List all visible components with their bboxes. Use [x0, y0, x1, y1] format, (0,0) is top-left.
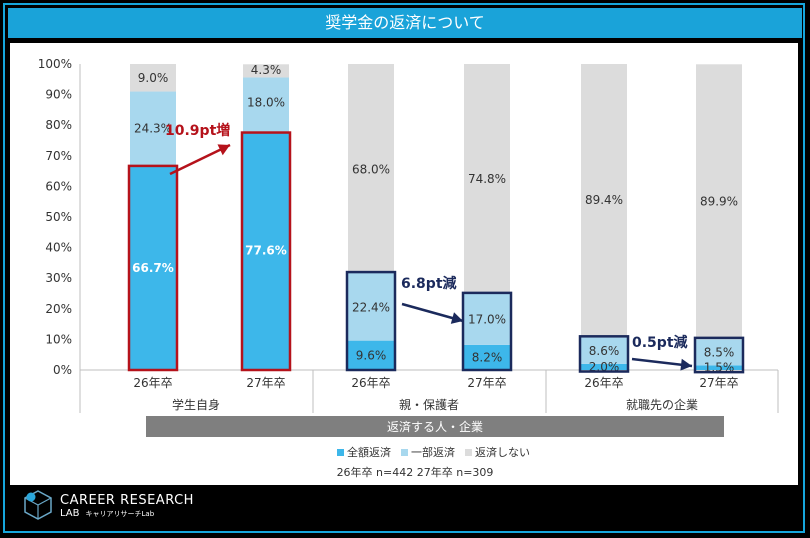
- bar-segment-1: [464, 344, 510, 370]
- group-label: 学生自身: [172, 397, 220, 412]
- x-tick-label: 27年卒: [467, 376, 506, 390]
- chart-panel: 0% 10% 20% 30% 40% 50% 60% 70% 80% 90% 100% 66.7% 77…: [10, 43, 798, 485]
- data-label: 24.3%: [134, 121, 172, 135]
- change-arrow-line: [169, 143, 231, 176]
- logo-lab: LAB: [60, 508, 80, 519]
- y-tick-label: 90%: [45, 88, 72, 102]
- page-title: 奨学金の返済について: [8, 8, 802, 38]
- bar-segment-3: [581, 64, 627, 338]
- sample-note: 26年卒 n=442 27年卒 n=309: [337, 465, 494, 479]
- x-tick-label: 26年卒: [584, 376, 623, 390]
- annotation-decrease: 0.5pt減: [632, 334, 688, 351]
- career-research-lab-logo: CAREER RESEARCH LAB キャリアリサーチLab: [22, 487, 212, 527]
- data-label: 77.6%: [245, 244, 287, 258]
- x-tick-label: 27年卒: [246, 376, 285, 390]
- data-label: 8.2%: [472, 350, 503, 364]
- data-label: 89.4%: [585, 193, 623, 207]
- highlight-outline: [578, 335, 630, 373]
- data-label: 8.5%: [704, 345, 735, 359]
- y-tick-label: 80%: [45, 118, 72, 132]
- data-label: 9.6%: [356, 348, 387, 362]
- x-tick-label: 27年卒: [699, 376, 738, 390]
- data-label: 4.3%: [251, 63, 282, 77]
- bar-segment-1: [581, 363, 627, 370]
- highlight-outline: [461, 291, 513, 372]
- bar-segment-2: [464, 292, 510, 345]
- legend-item: 一部返済: [411, 445, 455, 459]
- bar-segment-2: [581, 337, 627, 364]
- group-header: 返済する人・企業: [387, 419, 483, 434]
- legend-item: 返済しない: [475, 445, 530, 459]
- outer-frame: [3, 3, 805, 533]
- highlight-outline: [127, 164, 179, 372]
- y-tick-label: 60%: [45, 179, 72, 193]
- data-label: 89.9%: [700, 195, 738, 209]
- bar-segment-1: [243, 132, 289, 370]
- logo-name: CAREER RESEARCH: [60, 493, 194, 508]
- data-label: 18.0%: [247, 95, 285, 109]
- bar-segment-1: [348, 340, 394, 370]
- legend-swatch: [401, 449, 408, 456]
- logo-mark-icon: [24, 490, 52, 520]
- bar-segment-2: [243, 77, 289, 133]
- stacked-bar-chart: 0% 10% 20% 30% 40% 50% 60% 70% 80% 90% 100% 66.7% 77…: [38, 57, 779, 479]
- legend-swatch: [337, 449, 344, 456]
- highlight-outline: [240, 131, 292, 372]
- data-label: 8.6%: [589, 344, 620, 358]
- legend-swatch: [465, 449, 472, 456]
- data-label: 22.4%: [352, 300, 390, 314]
- bar-segment-3: [696, 64, 742, 340]
- bar-segment-3: [464, 64, 510, 293]
- y-tick-label: 0%: [53, 363, 72, 377]
- change-arrow-head: [450, 312, 463, 324]
- group-label: 親・保護者: [399, 397, 459, 412]
- data-label: 17.0%: [468, 313, 506, 327]
- change-arrow-head: [217, 144, 230, 156]
- y-tick-label: 100%: [38, 57, 72, 71]
- bar-segment-2: [696, 339, 742, 366]
- annotation-increase: 10.9pt増: [165, 122, 230, 139]
- highlight-outline: [345, 270, 397, 372]
- legend-item: 全額返済: [347, 445, 391, 459]
- logo-sub: LAB キャリアリサーチLab: [60, 508, 154, 519]
- logo-jp: キャリアリサーチLab: [85, 510, 155, 518]
- bar-segment-3: [243, 64, 289, 78]
- bar-segment-2: [130, 91, 176, 166]
- data-label: 66.7%: [132, 261, 174, 275]
- bar-segment-3: [348, 64, 394, 273]
- data-label: 74.8%: [468, 172, 506, 186]
- data-label: 68.0%: [352, 163, 390, 177]
- bar-segment-1: [130, 165, 176, 370]
- group-label: 就職先の企業: [626, 397, 698, 412]
- change-arrow-head: [680, 358, 692, 371]
- y-tick-label: 70%: [45, 149, 72, 163]
- bar-segment-1: [696, 365, 742, 370]
- x-tick-label: 26年卒: [351, 376, 390, 390]
- highlight-outline: [693, 336, 745, 374]
- bar-segment-2: [348, 272, 394, 341]
- y-tick-label: 50%: [45, 210, 72, 224]
- y-tick-label: 30%: [45, 271, 72, 285]
- group-header-band: [146, 416, 724, 437]
- y-tick-label: 10%: [45, 332, 72, 346]
- x-tick-label: 26年卒: [133, 376, 172, 390]
- data-label: 9.0%: [138, 71, 169, 85]
- y-tick-label: 40%: [45, 241, 72, 255]
- bar-segment-3: [130, 64, 176, 92]
- annotation-decrease: 6.8pt減: [401, 275, 457, 292]
- y-tick-label: 20%: [45, 302, 72, 316]
